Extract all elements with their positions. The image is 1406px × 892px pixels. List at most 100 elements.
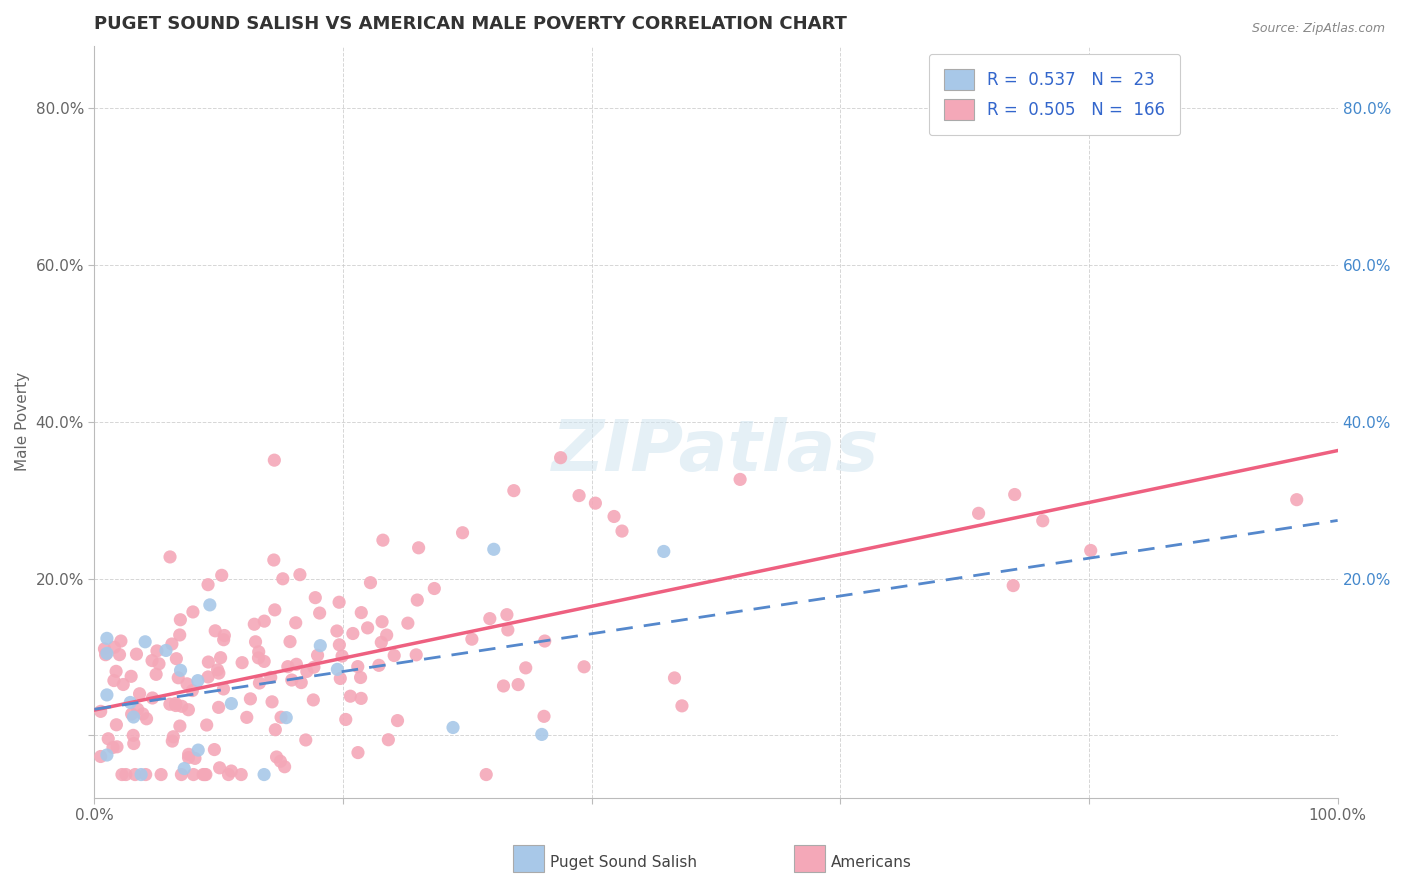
Point — [155, 643, 177, 657]
Point — [105, 739, 128, 754]
Point — [103, 673, 125, 688]
Point — [387, 714, 409, 728]
Point — [329, 672, 352, 686]
Point — [122, 710, 145, 724]
Point — [260, 695, 283, 709]
Point — [239, 691, 262, 706]
Point — [214, 628, 236, 642]
Text: Puget Sound Salish: Puget Sound Salish — [550, 855, 697, 870]
Point — [347, 746, 370, 760]
Point — [170, 767, 193, 781]
Point — [294, 733, 316, 747]
Point — [281, 673, 304, 687]
Point — [194, 767, 217, 781]
Point — [198, 598, 221, 612]
Point — [308, 606, 330, 620]
Point — [197, 655, 219, 669]
Point — [350, 606, 373, 620]
Point — [183, 767, 205, 781]
Point — [508, 677, 530, 691]
Point — [302, 693, 325, 707]
Point — [342, 626, 364, 640]
Point — [146, 644, 169, 658]
Point — [111, 767, 134, 781]
Point — [568, 489, 591, 503]
Text: Source: ZipAtlas.com: Source: ZipAtlas.com — [1251, 22, 1385, 36]
Point — [120, 696, 142, 710]
Y-axis label: Male Poverty: Male Poverty — [15, 372, 30, 472]
Point — [371, 615, 394, 629]
Point — [367, 658, 389, 673]
Point — [728, 472, 751, 486]
Point — [148, 657, 170, 671]
Point — [346, 659, 368, 673]
Point — [350, 691, 373, 706]
Point — [165, 651, 187, 665]
Point — [194, 767, 217, 781]
Point — [264, 723, 287, 737]
Point — [478, 612, 501, 626]
Point — [187, 743, 209, 757]
Point — [193, 767, 215, 781]
Point — [266, 750, 288, 764]
Point — [451, 525, 474, 540]
Point — [177, 703, 200, 717]
Point — [496, 623, 519, 637]
Point — [406, 593, 429, 607]
Point — [271, 572, 294, 586]
Point — [209, 650, 232, 665]
Point — [309, 639, 332, 653]
Point — [103, 640, 125, 655]
Point — [202, 742, 225, 756]
Point — [277, 659, 299, 673]
Point — [243, 617, 266, 632]
Point — [115, 767, 138, 781]
Point — [177, 750, 200, 764]
Point — [295, 665, 318, 679]
Point — [105, 718, 128, 732]
Point — [122, 728, 145, 742]
Point — [253, 767, 276, 781]
Point — [208, 761, 231, 775]
Point — [211, 568, 233, 582]
Point — [105, 665, 128, 679]
Point — [502, 483, 524, 498]
Point — [461, 632, 484, 647]
Point — [141, 690, 163, 705]
Point — [90, 749, 112, 764]
Point — [108, 648, 131, 662]
Point — [97, 731, 120, 746]
Point — [284, 615, 307, 630]
Point — [335, 713, 357, 727]
Point — [208, 666, 231, 681]
Point — [162, 730, 184, 744]
Point — [356, 621, 378, 635]
Point — [94, 648, 117, 662]
Point — [197, 670, 219, 684]
Point — [212, 681, 235, 696]
Point — [263, 453, 285, 467]
Text: ZIPatlas: ZIPatlas — [553, 417, 880, 486]
Point — [110, 634, 132, 648]
Point — [249, 676, 271, 690]
Point — [1285, 492, 1308, 507]
Point — [124, 767, 146, 781]
Point — [221, 697, 243, 711]
Point — [288, 567, 311, 582]
Legend: R =  0.537   N =  23, R =  0.505   N =  166: R = 0.537 N = 23, R = 0.505 N = 166 — [929, 54, 1180, 136]
Point — [96, 747, 118, 762]
Point — [135, 767, 157, 781]
Point — [253, 614, 276, 628]
Point — [218, 767, 240, 781]
Point — [245, 634, 267, 648]
Point — [125, 647, 148, 661]
Point — [396, 616, 419, 631]
Point — [134, 634, 156, 648]
Point — [330, 648, 353, 663]
Point — [128, 687, 150, 701]
Point — [610, 524, 633, 538]
Point — [263, 603, 285, 617]
Point — [159, 697, 181, 711]
Point — [169, 719, 191, 733]
Point — [496, 607, 519, 622]
